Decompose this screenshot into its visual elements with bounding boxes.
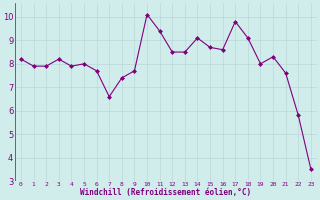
X-axis label: Windchill (Refroidissement éolien,°C): Windchill (Refroidissement éolien,°C)	[80, 188, 252, 197]
